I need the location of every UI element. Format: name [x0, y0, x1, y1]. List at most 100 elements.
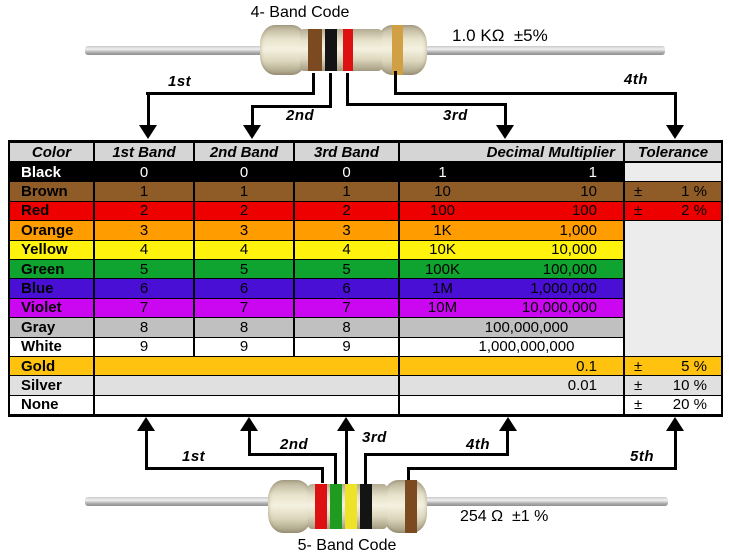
row-silver-name: Silver	[10, 376, 95, 396]
row-orange-band1: 3	[95, 221, 195, 241]
row-blue-band3: 6	[295, 279, 400, 299]
row-brown-name: Brown	[10, 182, 95, 202]
row-gray-band1: 8	[95, 318, 195, 338]
row-red-band1: 2	[95, 201, 195, 222]
row-yellow-name: Yellow	[10, 240, 95, 260]
row-green-band1: 5	[95, 259, 195, 280]
row-violet-band1: 7	[95, 298, 195, 319]
row-white-multiplier: 1,000,000,000	[400, 337, 625, 357]
bottom-arrow-label-5th: 5th	[630, 448, 654, 465]
multiplier-short: 10	[434, 183, 451, 201]
bottom-arrow-label-1st: 1st	[182, 448, 206, 465]
row-violet-band2: 7	[195, 298, 295, 319]
bottom-band-4-black	[360, 484, 372, 529]
row-none-bands-empty	[95, 395, 400, 416]
row-green-band2: 5	[195, 259, 295, 280]
multiplier-full: 1,000,000	[530, 280, 597, 298]
row-silver-bands-empty	[95, 376, 400, 396]
multiplier-full: 10,000,000	[521, 299, 597, 317]
five-band-code-title: 5- Band Code	[297, 537, 397, 554]
header-tolerance: Tolerance	[625, 143, 721, 163]
tolerance-empty-block	[625, 221, 721, 357]
row-black-tolerance	[625, 163, 721, 183]
row-silver-multiplier: 0.01	[400, 376, 625, 396]
bottom-band-1-red	[315, 484, 327, 529]
top-arrow-3-head	[496, 125, 514, 139]
top-arrow-label-3rd: 3rd	[443, 107, 468, 124]
bottom-arrow-1-line	[145, 467, 324, 470]
bottom-arrow-1-stub	[321, 467, 324, 483]
bottom-arrow-label-3rd: 3rd	[362, 429, 387, 446]
top-resistor-left-cap	[260, 25, 307, 75]
multiplier-short: 1K	[433, 221, 452, 239]
multiplier-value: 0.01	[567, 376, 597, 394]
row-gold-name: Gold	[10, 356, 95, 377]
row-brown-tolerance: ±1 %	[625, 182, 721, 202]
bottom-arrow-2-shaft	[248, 431, 251, 456]
top-arrow-4-stub	[394, 71, 397, 95]
row-red-tolerance: ±2 %	[625, 201, 721, 222]
top-resistor-value: 1.0 KΩ ±5%	[452, 26, 548, 45]
row-red-multiplier: 100 100	[400, 201, 625, 222]
row-violet-name: Violet	[10, 298, 95, 319]
top-arrow-2-line	[251, 105, 332, 108]
top-arrow-1-head	[139, 125, 157, 139]
multiplier-full: 10,000	[551, 241, 597, 259]
row-white-band2: 9	[195, 337, 295, 357]
bottom-arrow-5-head	[666, 417, 684, 431]
plus-minus-sign: ±	[634, 357, 643, 375]
top-arrow-3-shaft	[504, 106, 507, 125]
multiplier-full: 100	[571, 202, 597, 220]
header-decimal-multiplier: Decimal Multiplier	[400, 143, 625, 163]
multiplier-full: 10	[580, 183, 597, 201]
tolerance-value: 5 %	[681, 357, 707, 375]
header-3rd-band: 3rd Band	[295, 143, 400, 163]
row-violet-multiplier: 10M 10,000,000	[400, 298, 625, 319]
row-yellow-band2: 4	[195, 240, 295, 260]
row-gold-multiplier: 0.1	[400, 356, 625, 377]
header-color: Color	[10, 143, 95, 163]
row-green-name: Green	[10, 259, 95, 280]
bottom-resistor-value: 254 Ω ±1 %	[460, 508, 549, 525]
row-brown-band1: 1	[95, 182, 195, 202]
color-code-table: Color 1st Band 2nd Band 3rd Band Decimal…	[8, 140, 723, 418]
multiplier-short: 1	[438, 163, 447, 181]
top-arrow-3-line	[346, 103, 507, 106]
row-blue-band2: 6	[195, 279, 295, 299]
plus-minus-sign: ±	[634, 202, 643, 220]
multiplier-full: 100,000,000	[484, 318, 569, 336]
row-none-tolerance: ±20 %	[625, 395, 721, 416]
row-white-band1: 9	[95, 337, 195, 357]
top-band-3-red	[343, 29, 353, 71]
multiplier-short: 100	[429, 202, 456, 220]
top-arrow-label-2nd: 2nd	[286, 107, 315, 124]
row-blue-band1: 6	[95, 279, 195, 299]
top-band-1-brown	[308, 29, 322, 71]
bottom-arrow-1-shaft	[145, 431, 148, 470]
bottom-arrow-4-shaft	[506, 431, 509, 456]
bottom-arrow-4-line	[364, 453, 509, 456]
row-none-multiplier	[400, 395, 625, 416]
multiplier-short: 10K	[429, 241, 456, 259]
top-arrow-1-stub	[312, 73, 315, 95]
multiplier-short: 1M	[432, 280, 453, 298]
bottom-arrow-5-stub	[407, 467, 410, 483]
row-orange-band3: 3	[295, 221, 400, 241]
multiplier-full: 1	[588, 163, 597, 181]
header-1st-band: 1st Band	[95, 143, 195, 163]
bottom-arrow-3-head	[337, 417, 355, 431]
row-black-name: Black	[10, 163, 95, 183]
row-blue-name: Blue	[10, 279, 95, 299]
bottom-band-5-brown	[405, 480, 417, 533]
top-arrow-3-stub	[346, 73, 349, 106]
multiplier-short: 10M	[427, 299, 458, 317]
row-black-band2: 0	[195, 163, 295, 183]
bottom-resistor-left-cap	[268, 480, 312, 533]
row-gray-band3: 8	[295, 318, 400, 338]
bottom-arrow-2-stub	[334, 453, 337, 484]
row-gold-bands-empty	[95, 356, 400, 377]
row-brown-band2: 1	[195, 182, 295, 202]
top-band-4-gold	[392, 25, 403, 75]
row-blue-multiplier: 1M 1,000,000	[400, 279, 625, 299]
